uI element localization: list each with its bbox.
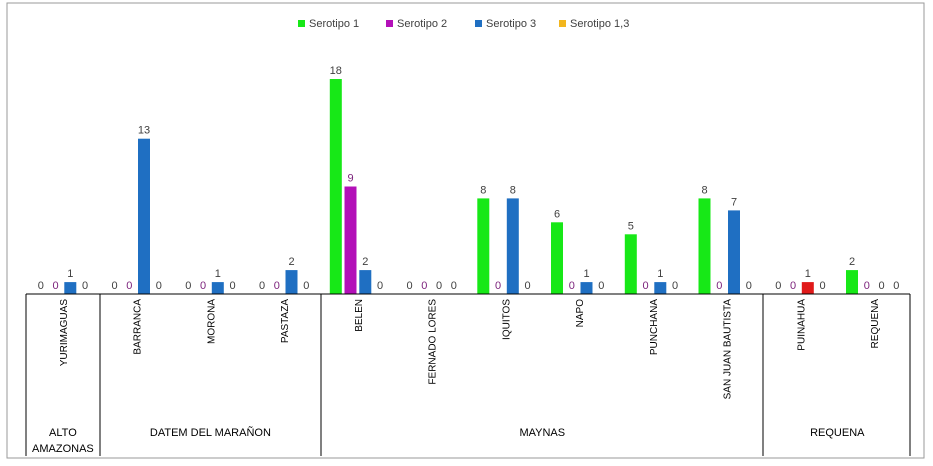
value-label: 8 (480, 184, 486, 196)
category-tick-label: IQUITOS (501, 299, 512, 340)
value-label: 0 (259, 280, 265, 292)
value-label: 9 (347, 173, 353, 185)
bar (846, 270, 858, 294)
value-label: 0 (303, 280, 309, 292)
value-label: 0 (864, 280, 870, 292)
bar (359, 270, 372, 294)
category-tick-label: NAPO (575, 299, 586, 328)
value-label: 1 (215, 268, 221, 280)
value-label: 0 (569, 280, 575, 292)
legend-label: Serotipo 1 (309, 18, 359, 30)
value-label: 0 (406, 280, 412, 292)
category-tick-label: YURIMAGUAS (59, 299, 70, 367)
bar (344, 186, 357, 294)
value-label: 0 (524, 280, 530, 292)
bars-layer (64, 79, 858, 294)
value-label: 0 (185, 280, 191, 292)
axis-layer (25, 293, 911, 456)
value-label: 0 (274, 280, 280, 292)
category-tick-label: BELEN (354, 299, 365, 332)
value-label: 5 (628, 220, 634, 232)
value-label: 0 (716, 280, 722, 292)
value-label: 2 (849, 256, 855, 268)
legend-label: Serotipo 1,3 (570, 18, 629, 30)
category-tick-label: MORONA (206, 299, 217, 344)
bar (698, 198, 711, 294)
chart-border (6, 2, 925, 459)
value-label: 0 (642, 280, 648, 292)
value-label: 0 (82, 280, 88, 292)
category-tick-label: REQUENA (870, 299, 881, 349)
value-label: 0 (451, 280, 457, 292)
legend-swatch (559, 20, 566, 27)
group-labels-layer: ALTO AMAZONAS DATEM DEL MARAÑON MAYNAS REQUE… (32, 426, 865, 455)
bar (654, 282, 667, 294)
value-label: 1 (67, 268, 73, 280)
value-label: 0 (893, 280, 899, 292)
legend-swatch (475, 20, 482, 27)
legend-swatch (298, 20, 305, 27)
value-label: 0 (111, 280, 117, 292)
value-label: 0 (38, 280, 44, 292)
legend-label: Serotipo 3 (486, 18, 536, 30)
legend-label: Serotipo 2 (397, 18, 447, 30)
category-tick-label: SAN JUAN BAUTISTA (723, 299, 734, 400)
value-label: 0 (495, 280, 501, 292)
bar (138, 138, 150, 294)
group-label: MAYNAS (519, 427, 565, 439)
bar (580, 282, 593, 294)
value-label: 0 (421, 280, 427, 292)
bar (801, 282, 814, 294)
value-label: 13 (138, 125, 150, 137)
value-label: 1 (583, 268, 589, 280)
value-label: 0 (377, 280, 383, 292)
category-tick-label: BARRANCA (133, 299, 144, 355)
value-label: 1 (805, 268, 811, 280)
value-label: 0 (156, 280, 162, 292)
group-label: DATEM DEL MARAÑON (150, 426, 271, 439)
value-label: 0 (775, 280, 781, 292)
value-label: 0 (790, 280, 796, 292)
bar (624, 234, 637, 294)
legend: Serotipo 1 Serotipo 2 Serotipo 3 Serotipo 1… (298, 18, 629, 30)
value-label: 8 (701, 184, 707, 196)
value-label: 0 (672, 280, 678, 292)
value-label: 6 (554, 208, 560, 220)
value-label: 2 (362, 256, 368, 268)
bar (211, 282, 224, 294)
bar (477, 198, 490, 294)
value-label: 7 (731, 196, 737, 208)
category-labels-layer: YURIMAGUAS BARRANCA MORONA PASTAZA BELEN FERN… (59, 299, 881, 400)
value-label: 0 (52, 280, 58, 292)
bar (329, 79, 342, 294)
group-label: AMAZONAS (32, 443, 94, 455)
category-tick-label: FERNADO LORES (428, 299, 439, 385)
value-label: 0 (200, 280, 206, 292)
group-label: REQUENA (810, 427, 865, 439)
category-tick-label: PUINAHUA (796, 299, 807, 351)
value-label: 0 (436, 280, 442, 292)
group-label: ALTO (49, 427, 77, 439)
value-label: 1 (657, 268, 663, 280)
value-label: 2 (288, 256, 294, 268)
bar (728, 210, 740, 294)
value-label: 18 (330, 65, 342, 77)
value-label: 0 (878, 280, 884, 292)
bar (506, 198, 519, 294)
legend-swatch (386, 20, 393, 27)
category-tick-label: PASTAZA (280, 299, 291, 343)
bar (285, 270, 298, 294)
value-label: 0 (819, 280, 825, 292)
bar (551, 222, 563, 294)
value-label: 0 (746, 280, 752, 292)
category-tick-label: PUNCHANA (649, 299, 660, 355)
value-label: 8 (510, 184, 516, 196)
value-label: 0 (598, 280, 604, 292)
bar (64, 282, 77, 294)
value-label: 0 (229, 280, 235, 292)
value-label: 0 (126, 280, 132, 292)
